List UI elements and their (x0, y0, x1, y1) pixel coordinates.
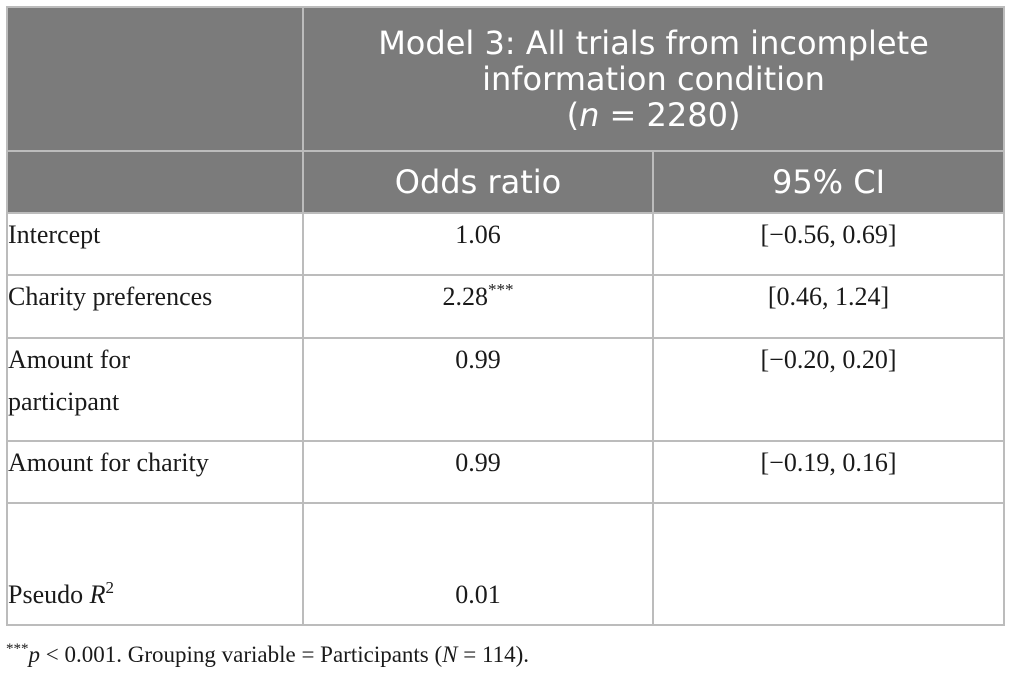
row-label: Charity preferences (6, 274, 304, 339)
table-row: Intercept 1.06 [−0.56, 0.69] (6, 212, 1005, 277)
odds-ratio-cell: 0.99 (302, 439, 654, 504)
ci-cell: [−0.20, 0.20] (652, 336, 1005, 442)
ci-cell: [0.46, 1.24] (652, 274, 1005, 339)
model-sample-size: (n = 2280) (566, 96, 741, 135)
odds-ratio-cell: 0.99 (302, 336, 654, 442)
header-row-model: Model 3: All trials from incomplete info… (6, 5, 1005, 153)
model-title-line1: Model 3: All trials from incomplete (378, 24, 929, 63)
row-label: Amount for charity (6, 439, 304, 504)
model-title: Model 3: All trials from incomplete info… (302, 5, 1005, 153)
header-row-columns: Odds ratio 95% CI (6, 150, 1005, 215)
table-row: Amount for participant 0.99 [−0.20, 0.20] (6, 336, 1005, 442)
col-header-odds-ratio: Odds ratio (302, 150, 654, 215)
n-symbol: n (579, 96, 600, 135)
row-label: Amount for participant (6, 336, 304, 442)
model-title-line2: information condition (482, 60, 825, 99)
table-footnote: ***p < 0.001. Grouping variable = Partic… (6, 641, 530, 668)
regression-table: Model 3: All trials from incomplete info… (6, 5, 1005, 627)
header-empty-cell (6, 5, 304, 153)
significance-marker: *** (488, 280, 514, 300)
odds-ratio-cell: 0.01 (302, 501, 654, 627)
odds-ratio-cell: 2.28*** (302, 274, 654, 339)
footnote-sig-marker: *** (6, 641, 29, 657)
table-row: Charity preferences 2.28*** [0.46, 1.24] (6, 274, 1005, 339)
ci-cell: [−0.56, 0.69] (652, 212, 1005, 277)
header-empty-cell-2 (6, 150, 304, 215)
col-header-ci: 95% CI (652, 150, 1005, 215)
table-row: Pseudo R2 0.01 (6, 501, 1005, 627)
row-label-pseudo-r2: Pseudo R2 (6, 501, 304, 627)
ci-cell: [−0.19, 0.16] (652, 439, 1005, 504)
ci-cell (652, 501, 1005, 627)
table-row: Amount for charity 0.99 [−0.19, 0.16] (6, 439, 1005, 504)
odds-ratio-cell: 1.06 (302, 212, 654, 277)
row-label: Intercept (6, 212, 304, 277)
